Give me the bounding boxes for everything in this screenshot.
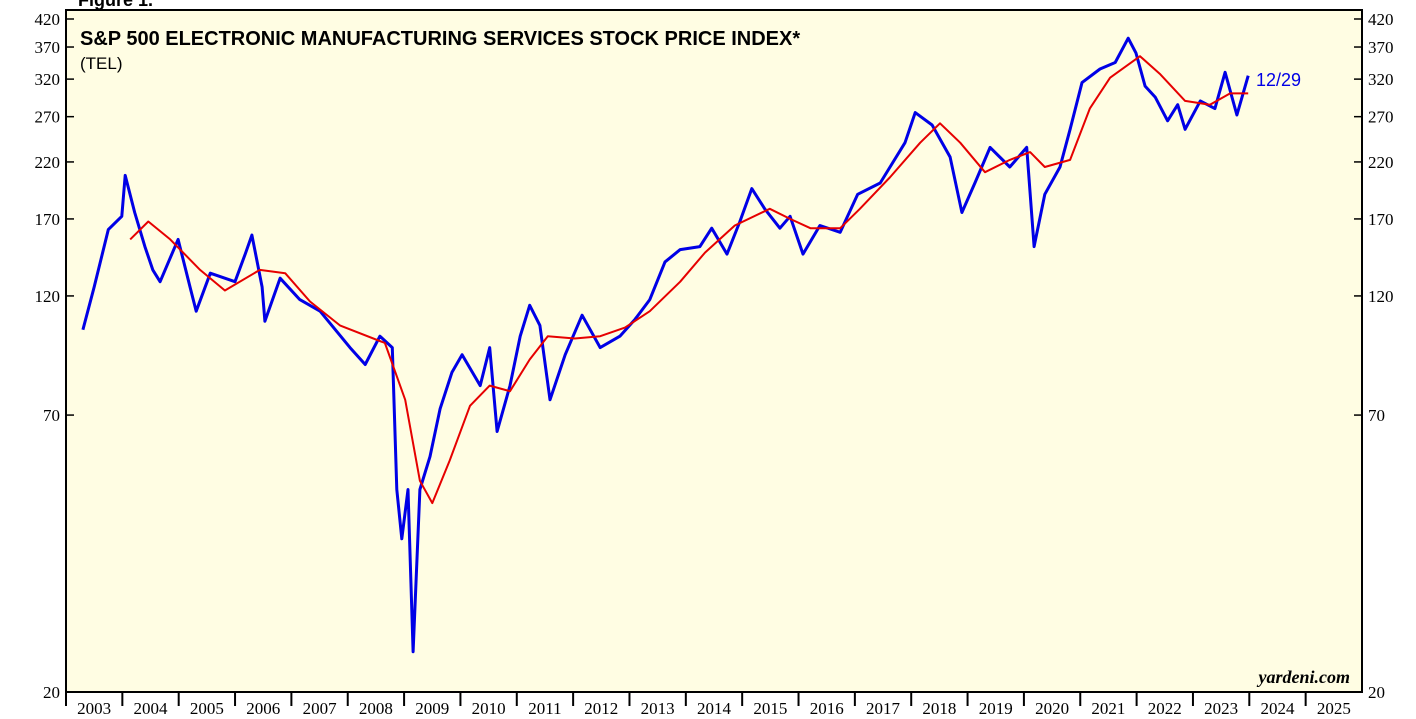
x-tick-label: 2016 xyxy=(810,699,844,718)
price-line xyxy=(129,55,1249,505)
y-tick-label: 70 xyxy=(43,406,60,425)
date-annotation: 12/29 xyxy=(1256,70,1301,90)
price-line xyxy=(81,36,1250,654)
y-tick-label-right: 370 xyxy=(1368,38,1394,57)
y-tick-label-right: 320 xyxy=(1368,70,1394,89)
y-tick-label: 420 xyxy=(35,10,61,29)
y-tick-label-right: 120 xyxy=(1368,287,1394,306)
source-annotation: yardeni.com xyxy=(1257,667,1351,687)
x-tick-label: 2004 xyxy=(134,699,169,718)
x-tick-label: 2013 xyxy=(641,699,675,718)
x-tick-label: 2024 xyxy=(1260,699,1295,718)
x-tick-label: 2012 xyxy=(584,699,618,718)
x-tick-label: 2014 xyxy=(697,699,732,718)
x-tick-label: 2015 xyxy=(753,699,787,718)
x-tick-label: 2008 xyxy=(359,699,393,718)
y-tick-label: 320 xyxy=(35,70,61,89)
y-tick-label: 220 xyxy=(35,153,61,172)
x-tick-label: 2017 xyxy=(866,699,901,718)
x-tick-label: 2010 xyxy=(472,699,506,718)
x-tick-label: 2022 xyxy=(1148,699,1182,718)
figure-label: Figure 1. xyxy=(78,0,153,10)
x-tick-label: 2025 xyxy=(1317,699,1351,718)
y-tick-label-right: 220 xyxy=(1368,153,1394,172)
x-tick-label: 2003 xyxy=(77,699,111,718)
chart-subtitle: (TEL) xyxy=(80,54,123,73)
y-tick-label: 120 xyxy=(35,287,61,306)
y-tick-label: 170 xyxy=(35,210,61,229)
y-tick-label-right: 420 xyxy=(1368,10,1394,29)
x-tick-label: 2018 xyxy=(922,699,956,718)
chart-title: S&P 500 ELECTRONIC MANUFACTURING SERVICE… xyxy=(80,28,800,50)
y-tick-label: 370 xyxy=(35,38,61,57)
y-tick-label-right: 20 xyxy=(1368,683,1385,702)
x-tick-label: 2006 xyxy=(246,699,280,718)
x-tick-label: 2005 xyxy=(190,699,224,718)
x-tick-label: 2021 xyxy=(1091,699,1125,718)
plot-area xyxy=(65,9,1363,693)
x-tick-label: 2020 xyxy=(1035,699,1069,718)
x-tick-label: 2009 xyxy=(415,699,449,718)
y-tick-label-right: 70 xyxy=(1368,406,1385,425)
y-tick-label-right: 170 xyxy=(1368,210,1394,229)
y-tick-label-right: 270 xyxy=(1368,108,1394,127)
x-tick-label: 2023 xyxy=(1204,699,1238,718)
x-tick-label: 2007 xyxy=(303,699,338,718)
y-tick-label: 20 xyxy=(43,683,60,702)
y-tick-label: 270 xyxy=(35,108,61,127)
x-tick-label: 2019 xyxy=(979,699,1013,718)
x-tick-label: 2011 xyxy=(528,699,561,718)
